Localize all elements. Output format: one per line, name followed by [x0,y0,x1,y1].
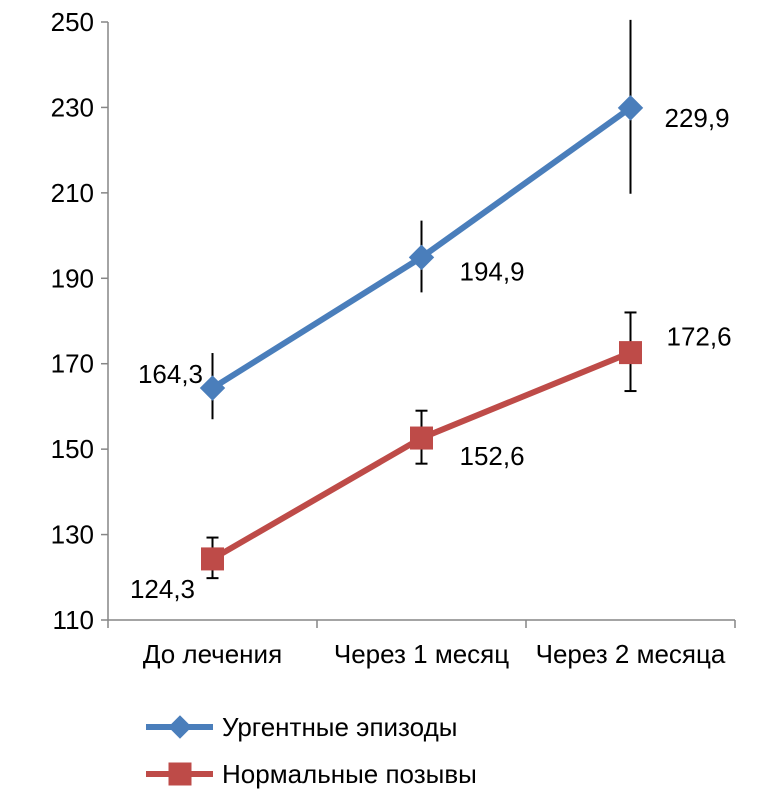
data-label: 164,3 [138,359,203,389]
diamond-marker [168,715,192,739]
x-tick-label: Через 1 месяц [334,639,509,669]
y-tick-label: 130 [51,520,94,550]
diamond-marker [408,244,435,271]
legend-item: Ургентные эпизоды [146,712,457,742]
legend-label: Нормальные позывы [222,759,477,789]
square-marker [619,341,642,365]
diamond-marker [199,375,226,401]
legend-label: Ургентные эпизоды [222,712,457,742]
series-0: 164,3 194,9 229,9 [138,19,730,420]
y-tick-label: 250 [51,7,94,37]
y-tick-label: 190 [51,263,94,293]
data-label: 194,9 [460,256,525,286]
y-tick-label: 110 [53,605,94,635]
data-label: 229,9 [665,103,730,133]
data-label: 152,6 [460,441,525,471]
y-tick-label: 170 [51,349,94,379]
series-1: 124,3 152,6 172,6 [130,311,732,604]
diamond-marker [617,95,644,121]
y-tick-label: 230 [51,92,94,122]
x-tick-label: Через 2 месяца [536,639,726,669]
data-label: 124,3 [130,574,195,604]
x-tick-label: До лечения [143,639,282,669]
square-marker [201,547,224,571]
legend-item: Нормальные позывы [146,759,477,789]
data-label: 172,6 [667,322,732,352]
square-marker [410,426,433,450]
square-marker [168,762,192,786]
y-tick-label: 210 [51,178,94,208]
y-tick-label: 150 [51,434,94,464]
